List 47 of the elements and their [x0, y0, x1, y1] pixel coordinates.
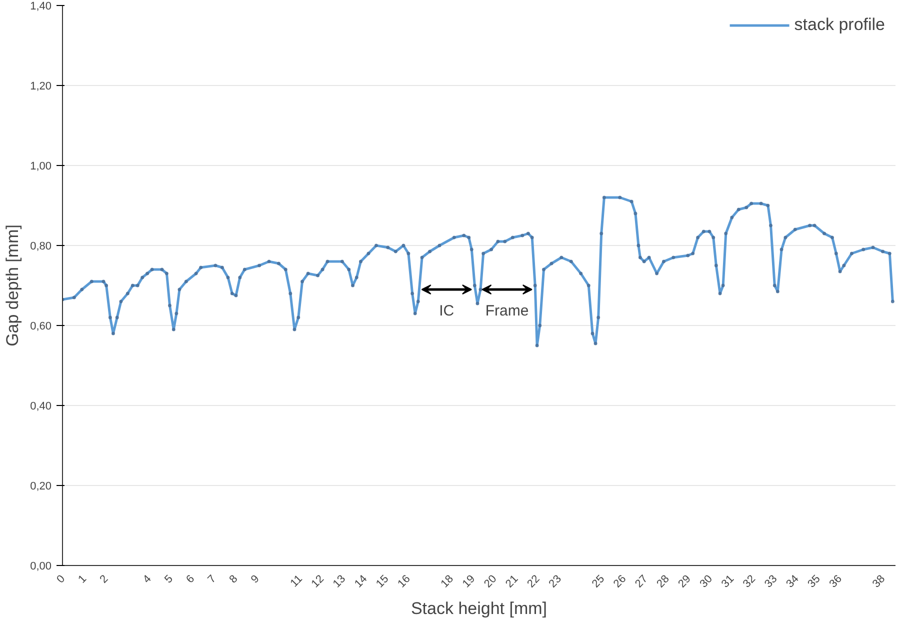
- annotation: IC: [439, 302, 454, 320]
- x-tick-label: 20: [482, 573, 500, 590]
- x-tick-label: 23: [546, 573, 564, 590]
- x-tick-label: 5: [162, 573, 176, 586]
- x-tick-label: 35: [806, 573, 823, 590]
- x-tick-label: 38: [870, 573, 888, 590]
- x-tick-label: 13: [330, 573, 348, 590]
- x-tick-label: 28: [654, 573, 672, 590]
- x-tick-label: 6: [184, 573, 198, 586]
- x-tick-label: 0: [54, 573, 68, 586]
- y-tick-label: 0,20: [30, 480, 52, 492]
- x-tick-label: 14: [352, 573, 370, 590]
- x-tick-label: 11: [288, 573, 305, 590]
- x-tick-label: 7: [206, 573, 219, 586]
- y-axis-title: Gap depth [mm]: [3, 224, 22, 346]
- y-tick-label: 0,40: [30, 400, 52, 412]
- x-tick-label: 31: [719, 573, 737, 590]
- y-tick-label: 0,00: [30, 560, 52, 572]
- x-tick-label: 2: [98, 573, 111, 586]
- annotation: Frame: [485, 302, 529, 320]
- x-tick-label: 8: [227, 573, 240, 586]
- x-tick-label: 27: [633, 573, 650, 590]
- y-tick-label: 0,60: [30, 320, 52, 332]
- x-tick-label: 22: [525, 573, 542, 590]
- x-tick-label: 1: [76, 573, 90, 586]
- x-tick-label: 9: [248, 573, 262, 586]
- legend-label: stack profile: [794, 15, 885, 35]
- x-tick-label: 19: [460, 573, 478, 590]
- x-tick-label: 29: [676, 573, 694, 590]
- x-tick-label: 33: [762, 573, 780, 590]
- x-tick-label: 30: [698, 573, 715, 590]
- x-tick-label: 4: [140, 573, 154, 586]
- x-tick-label: 18: [438, 573, 456, 590]
- x-tick-label: 36: [827, 573, 844, 590]
- y-tick-label: 1,20: [30, 80, 52, 92]
- x-tick-label: 15: [374, 573, 392, 590]
- y-tick-label: 1,40: [30, 0, 52, 12]
- x-tick-label: 21: [504, 573, 521, 590]
- x-tick-label: 34: [784, 573, 802, 590]
- x-tick-label: 16: [396, 573, 413, 590]
- y-tick-label: 1,00: [30, 160, 52, 172]
- x-tick-label: 26: [611, 573, 629, 590]
- x-tick-label: 25: [590, 573, 608, 590]
- y-tick-label: 0,80: [30, 240, 52, 252]
- x-tick-label: 32: [740, 573, 758, 590]
- x-tick-label: 12: [309, 573, 326, 590]
- x-axis-title: Stack height [mm]: [410, 598, 548, 618]
